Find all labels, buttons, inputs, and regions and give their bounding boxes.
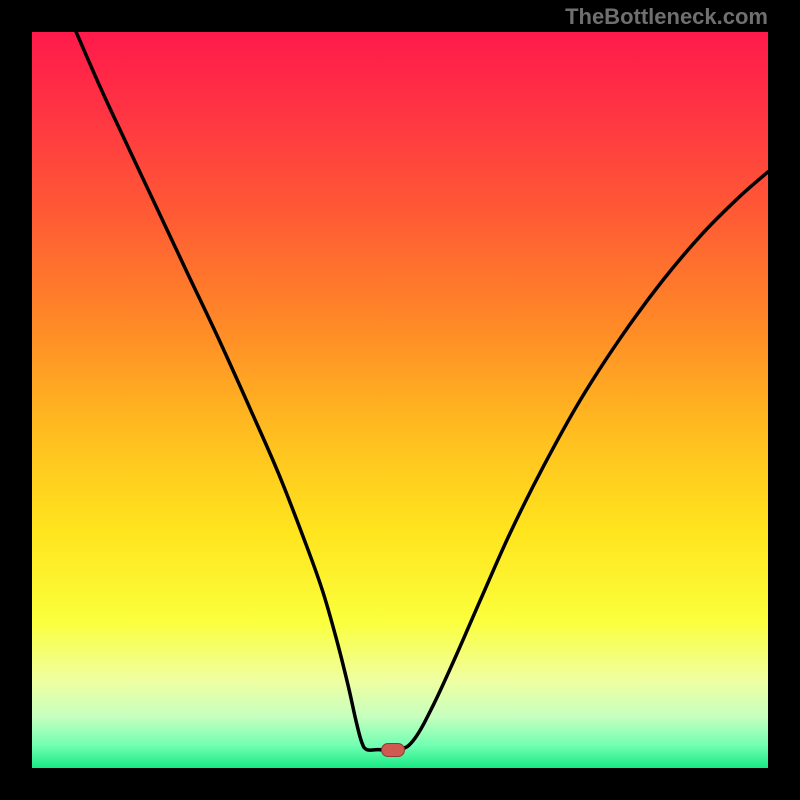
plot-area	[32, 32, 768, 768]
watermark-text: TheBottleneck.com	[565, 4, 768, 30]
bottleneck-curve	[76, 32, 768, 750]
curve-layer	[32, 32, 768, 768]
chart-container: TheBottleneck.com	[0, 0, 800, 800]
valley-marker	[381, 743, 405, 757]
